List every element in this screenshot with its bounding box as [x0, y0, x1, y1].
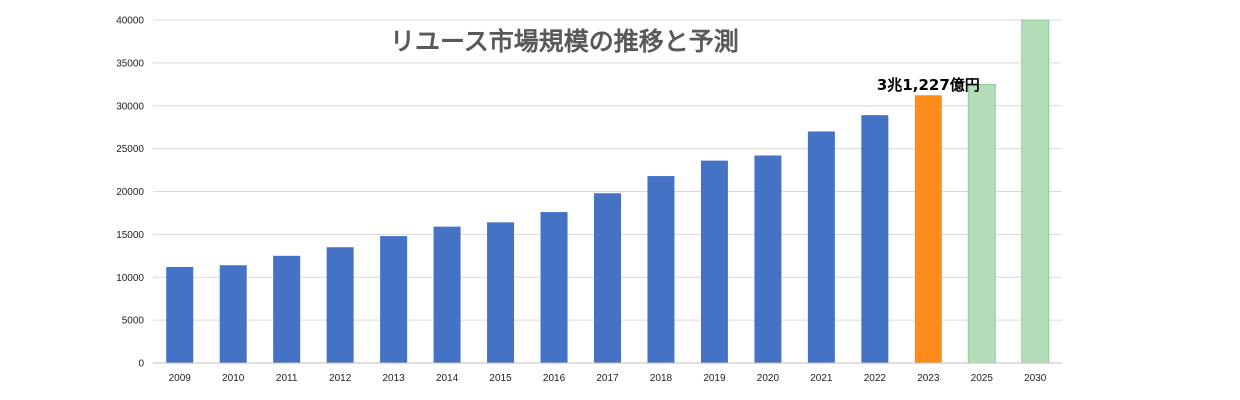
x-tick-label: 2009	[169, 373, 192, 384]
bar-2011	[273, 255, 301, 363]
x-tick-label: 2011	[276, 373, 298, 384]
y-tick-label: 15000	[116, 230, 144, 241]
x-tick-label: 2018	[650, 373, 673, 384]
y-axis-ticks: 0 5000 10000 15000 20000 25000 30000 35000 40000	[116, 16, 144, 370]
bar-2012	[326, 247, 354, 363]
bar-2019	[700, 160, 728, 363]
bar-2014	[433, 226, 461, 363]
bar-2015	[487, 222, 515, 363]
y-tick-label: 20000	[116, 187, 144, 198]
y-tick-label: 10000	[116, 273, 144, 284]
y-tick-label: 0	[138, 359, 144, 370]
bar-2030	[1021, 19, 1050, 364]
x-axis-ticks: 2009 2010 2011 2012 2013 2014 2015 2016 2017 2018…	[169, 373, 1047, 384]
x-tick-label: 2016	[543, 373, 566, 384]
value-annotation: 3兆1,227億円	[877, 76, 980, 94]
x-tick-label: 2012	[329, 373, 352, 384]
bar-2010	[219, 265, 247, 363]
x-tick-label: 2014	[436, 373, 459, 384]
chart-title: リユース市場規模の推移と予測	[390, 27, 739, 56]
x-tick-label: 2017	[596, 373, 619, 384]
bars	[166, 19, 1050, 364]
y-tick-label: 5000	[122, 316, 145, 327]
bar-2025	[967, 83, 996, 364]
y-tick-label: 25000	[116, 144, 144, 155]
x-tick-label: 2025	[971, 373, 994, 384]
bar-2009	[166, 266, 194, 363]
x-tick-label: 2030	[1024, 373, 1047, 384]
bar-2023	[914, 95, 942, 363]
x-tick-label: 2013	[382, 373, 405, 384]
x-tick-label: 2022	[864, 373, 887, 384]
bar-2016	[540, 212, 568, 363]
y-tick-label: 30000	[116, 101, 144, 112]
bar-2020	[754, 155, 782, 363]
bar-2018	[647, 176, 675, 363]
bar-2017	[594, 193, 621, 363]
y-tick-label: 40000	[116, 16, 144, 27]
x-tick-label: 2023	[917, 373, 940, 384]
bar-2021	[807, 131, 835, 363]
y-tick-label: 35000	[116, 58, 144, 69]
x-tick-label: 2020	[757, 373, 780, 384]
x-tick-label: 2010	[222, 373, 245, 384]
bar-2022	[861, 115, 889, 364]
bar-2013	[380, 236, 408, 363]
x-tick-label: 2015	[489, 373, 512, 384]
x-tick-label: 2021	[810, 373, 833, 384]
x-tick-label: 2019	[703, 373, 726, 384]
